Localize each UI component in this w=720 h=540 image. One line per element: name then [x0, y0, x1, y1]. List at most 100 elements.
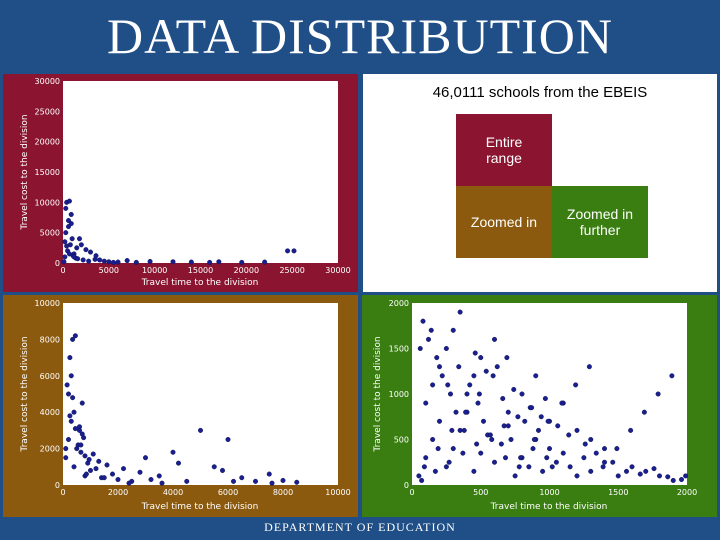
further-data-point — [505, 423, 511, 429]
zoomed-xtick-label: 2000 — [108, 488, 128, 497]
chart-zoomed-in: 0 2000 4000 6000 8000 10000 0 2000 4000 6000 8000 1… — [3, 295, 358, 517]
legend-zoomed-further: Zoomed in further — [552, 186, 648, 258]
zoomed-ytick-label: 8000 — [40, 335, 60, 344]
zoomed-data-point — [294, 479, 300, 485]
further-data-point — [533, 373, 539, 379]
zoomed-data-point — [78, 442, 84, 448]
further-data-point — [487, 432, 493, 438]
further-data-point — [586, 364, 592, 370]
zoomed-data-point — [184, 478, 190, 484]
further-data-point — [529, 405, 535, 411]
zoomed-data-point — [239, 475, 245, 481]
zoomed-data-point — [269, 480, 275, 486]
chart-entire-range: 0 5000 10000 15000 20000 25000 30000 0 5000 10000… — [3, 74, 358, 292]
zoomed-ytick-label: 2000 — [40, 445, 60, 454]
entire-data-point — [124, 258, 130, 264]
chart-zoomed-further-xlabel: Travel time to the division — [490, 502, 608, 512]
entire-data-point — [93, 253, 99, 259]
entire-ytick-label: 20000 — [35, 138, 60, 147]
further-data-point — [432, 468, 438, 474]
further-data-point — [471, 373, 477, 379]
further-data-point — [641, 409, 647, 415]
entire-data-point — [188, 259, 194, 265]
further-data-point — [419, 477, 425, 483]
entire-xtick-label: 25000 — [279, 266, 304, 275]
zoomed-data-point — [87, 467, 93, 473]
zoomed-data-point — [109, 471, 115, 477]
entire-ytick-label: 5000 — [40, 229, 60, 238]
footer: DEPARTMENT OF EDUCATION — [264, 520, 456, 534]
further-data-point — [545, 418, 551, 424]
further-data-point — [464, 391, 470, 397]
entire-data-point — [110, 259, 116, 265]
entire-xtick-label: 15000 — [188, 266, 213, 275]
entire-data-point — [62, 239, 68, 245]
further-data-point — [600, 464, 606, 470]
zoomed-xtick-label: 8000 — [273, 488, 293, 497]
further-data-point — [474, 441, 480, 447]
legend-entire-range: Entire range — [456, 114, 552, 186]
further-data-point — [544, 455, 550, 461]
further-data-point — [518, 455, 524, 461]
zoomed-data-point — [71, 464, 77, 470]
further-data-point — [657, 473, 663, 479]
further-ytick-label: 0 — [404, 481, 409, 490]
entire-data-point — [64, 243, 70, 249]
further-data-point — [434, 355, 440, 361]
further-data-point — [460, 450, 466, 456]
further-xtick-label: 1000 — [539, 488, 559, 497]
further-data-point — [512, 473, 518, 479]
further-data-point — [601, 446, 607, 452]
further-data-point — [476, 391, 482, 397]
further-data-point — [670, 477, 676, 483]
zoomed-data-point — [66, 391, 72, 397]
further-data-point — [436, 418, 442, 424]
chart-entire-range-ylabel: Travel cost to the division — [20, 114, 30, 230]
legend-zoomed-in: Zoomed in — [456, 186, 552, 258]
zoomed-data-point — [96, 458, 102, 464]
zoomed-data-point — [159, 480, 165, 486]
zoomed-data-point — [170, 449, 176, 455]
further-data-point — [628, 427, 634, 433]
zoomed-data-point — [104, 462, 110, 468]
zoomed-data-point — [67, 413, 73, 419]
further-data-point — [519, 391, 525, 397]
further-data-point — [588, 436, 594, 442]
zoomed-ytick-label: 4000 — [40, 408, 60, 417]
further-data-point — [530, 446, 536, 452]
further-data-point — [478, 355, 484, 361]
further-xtick-label: 1500 — [608, 488, 628, 497]
zoomed-data-point — [219, 467, 225, 473]
zoomed-data-point — [71, 409, 77, 415]
legend-entire-range-label: Entire range — [485, 134, 523, 166]
further-data-point — [439, 373, 445, 379]
further-data-point — [472, 350, 478, 356]
further-data-point — [423, 400, 429, 406]
further-data-point — [582, 441, 588, 447]
zoomed-data-point — [63, 446, 69, 452]
zoomed-data-point — [93, 466, 99, 472]
further-data-point — [491, 459, 497, 465]
zoomed-data-point — [79, 431, 85, 437]
further-data-point — [505, 409, 511, 415]
further-data-point — [555, 423, 561, 429]
further-data-point — [665, 474, 671, 480]
further-data-point — [467, 382, 473, 388]
zoomed-data-point — [63, 455, 69, 461]
zoomed-data-point — [83, 471, 89, 477]
legend-box: 46,0111 schools from the EBEIS Entire ra… — [363, 74, 717, 292]
entire-data-point — [62, 254, 68, 260]
further-data-point — [567, 464, 573, 470]
zoomed-data-point — [252, 478, 258, 484]
entire-data-point — [63, 230, 69, 236]
zoomed-data-point — [72, 426, 78, 432]
chart-zoomed-in-ylabel: Travel cost to the division — [20, 336, 30, 452]
chart-entire-range-xlabel: Travel time to the division — [141, 278, 259, 288]
legend-caption: 46,0111 schools from the EBEIS — [432, 84, 648, 101]
further-data-point — [588, 468, 594, 474]
zoomed-data-point — [126, 480, 132, 486]
entire-data-point — [239, 259, 245, 265]
page-title: DATA DISTRIBUTION — [106, 8, 614, 64]
further-data-point — [475, 400, 481, 406]
further-data-point — [546, 446, 552, 452]
